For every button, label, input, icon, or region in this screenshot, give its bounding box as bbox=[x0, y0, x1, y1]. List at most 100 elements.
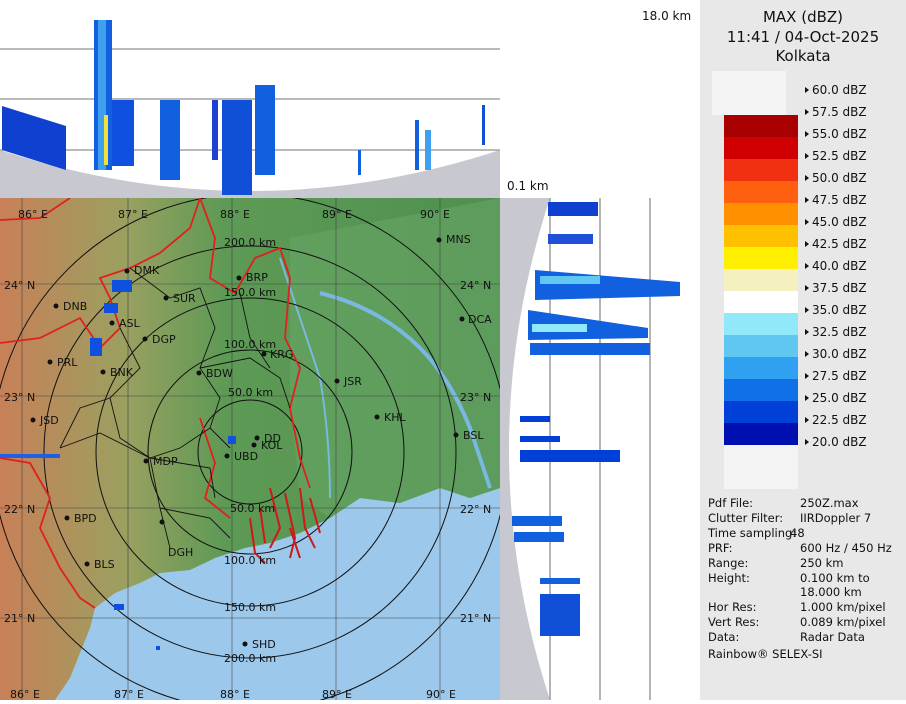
city-label: KOL bbox=[261, 439, 283, 452]
echo-band bbox=[532, 324, 587, 332]
scale-label: 40.0 dBZ bbox=[805, 259, 867, 273]
echo-band bbox=[514, 532, 564, 542]
city-label: JSR bbox=[343, 375, 362, 388]
scale-label: 47.5 dBZ bbox=[805, 193, 867, 207]
city-label: BSL bbox=[463, 429, 484, 442]
echo-column bbox=[415, 120, 419, 170]
scale-label: 42.5 dBZ bbox=[805, 237, 867, 251]
scale-label: 60.0 dBZ bbox=[805, 83, 867, 97]
scale-label: 35.0 dBZ bbox=[805, 303, 867, 317]
min-height-label: 0.1 km bbox=[507, 179, 549, 193]
echo-band bbox=[530, 343, 650, 355]
city-label: DGH bbox=[168, 546, 193, 559]
svg-text:23° N: 23° N bbox=[4, 391, 35, 404]
echo-band bbox=[520, 416, 550, 422]
latitude-labels-left: 24° N 23° N 22° N 21° N bbox=[4, 279, 35, 625]
city-label: BNK bbox=[110, 366, 134, 379]
echo-column bbox=[112, 100, 134, 166]
svg-text:200.0 km: 200.0 km bbox=[224, 652, 276, 665]
echo-column bbox=[482, 105, 485, 145]
scale-label: 45.0 dBZ bbox=[805, 215, 867, 229]
legend-title: MAX (dBZ) bbox=[762, 8, 844, 26]
city-label: ASL bbox=[119, 317, 141, 330]
scale-label: 20.0 dBZ bbox=[805, 435, 867, 449]
longitude-labels-top: 86° E 87° E 88° E 89° E 90° E bbox=[18, 208, 450, 221]
map-echoes bbox=[0, 280, 236, 650]
range-ring-labels: 50.0 km 100.0 km 150.0 km 200.0 km 50.0 … bbox=[224, 236, 276, 665]
city-label: MDP bbox=[153, 455, 178, 468]
svg-text:23° N: 23° N bbox=[460, 391, 491, 404]
lon-label: 87° E bbox=[114, 688, 144, 700]
east-west-cross-section bbox=[500, 198, 700, 700]
radar-map: 86° E 87° E 88° E 89° E 90° E 86° E 87° … bbox=[0, 198, 500, 700]
svg-text:200.0 km: 200.0 km bbox=[224, 236, 276, 249]
echo-band bbox=[512, 516, 562, 526]
lon-label: 89° E bbox=[322, 208, 352, 221]
longitude-labels-bottom: 86° E 87° E 88° E 89° E 90° E bbox=[10, 688, 456, 700]
scale-label: 30.0 dBZ bbox=[805, 347, 867, 361]
scale-label: 22.5 dBZ bbox=[805, 413, 867, 427]
city-label: SHD bbox=[252, 638, 276, 651]
lon-label: 86° E bbox=[10, 688, 40, 700]
graticule bbox=[0, 198, 500, 700]
city-label: KRG bbox=[270, 348, 293, 361]
city-label: BPD bbox=[74, 512, 97, 525]
echo-band bbox=[540, 594, 580, 636]
city-label: DMK bbox=[134, 264, 160, 277]
city-label: DGP bbox=[152, 333, 176, 346]
lon-label: 89° E bbox=[322, 688, 352, 700]
scale-label: 50.0 dBZ bbox=[805, 171, 867, 185]
echo-core bbox=[98, 20, 106, 170]
echo-column bbox=[160, 100, 180, 180]
lon-label: 88° E bbox=[220, 688, 250, 700]
echo-column bbox=[212, 100, 218, 160]
echo-band bbox=[548, 234, 593, 244]
echo-band bbox=[535, 270, 680, 300]
radar-map-svg: 86° E 87° E 88° E 89° E 90° E 86° E 87° … bbox=[0, 198, 500, 700]
scale-label: 37.5 dBZ bbox=[805, 281, 867, 295]
svg-text:21° N: 21° N bbox=[460, 612, 491, 625]
range-rings bbox=[0, 198, 500, 700]
top-section-svg bbox=[0, 20, 500, 198]
scale-label: 55.0 dBZ bbox=[805, 127, 867, 141]
scale-label: 27.5 dBZ bbox=[805, 369, 867, 383]
delta-region bbox=[249, 487, 321, 564]
city-label: DCA bbox=[468, 313, 492, 326]
svg-text:50.0 km: 50.0 km bbox=[230, 502, 275, 515]
lon-label: 87° E bbox=[118, 208, 148, 221]
city-label: SUR bbox=[173, 292, 196, 305]
city-label: MNS bbox=[446, 233, 471, 246]
echo-band bbox=[548, 202, 598, 216]
scale-label: 25.0 dBZ bbox=[805, 391, 867, 405]
scale-label: 32.5 dBZ bbox=[805, 325, 867, 339]
svg-text:22° N: 22° N bbox=[460, 503, 491, 516]
echo-column bbox=[222, 100, 252, 195]
svg-text:150.0 km: 150.0 km bbox=[224, 286, 276, 299]
echo-band bbox=[540, 276, 600, 284]
city-label: DNB bbox=[63, 300, 87, 313]
scale-empty-top bbox=[712, 71, 786, 115]
svg-text:100.0 km: 100.0 km bbox=[224, 338, 276, 351]
svg-text:100.0 km: 100.0 km bbox=[224, 554, 276, 567]
city-label: UBD bbox=[234, 450, 258, 463]
city-label: BDW bbox=[206, 367, 233, 380]
svg-text:150.0 km: 150.0 km bbox=[224, 601, 276, 614]
echo-column bbox=[425, 130, 431, 170]
svg-text:22° N: 22° N bbox=[4, 503, 35, 516]
lon-label: 86° E bbox=[18, 208, 48, 221]
city-label: DD bbox=[264, 432, 281, 445]
max-height-label: 18.0 km bbox=[642, 9, 692, 23]
legend-datetime: 11:41 / 04-Oct-2025 bbox=[726, 28, 880, 46]
scale-label: 57.5 dBZ bbox=[805, 105, 867, 119]
city-label: KHL bbox=[384, 411, 406, 424]
svg-text:24° N: 24° N bbox=[460, 279, 491, 292]
state-borders bbox=[0, 198, 311, 609]
lon-label: 88° E bbox=[220, 208, 250, 221]
echo-column bbox=[255, 85, 275, 175]
echo-column bbox=[358, 150, 361, 175]
echo-band bbox=[520, 450, 620, 462]
echo-band bbox=[520, 436, 560, 442]
svg-text:21° N: 21° N bbox=[4, 612, 35, 625]
echo-peak bbox=[104, 115, 108, 165]
color-scale: 60.0 dBZ 57.5 dBZ 55.0 dBZ 52.5 dBZ 50.0… bbox=[712, 71, 902, 491]
